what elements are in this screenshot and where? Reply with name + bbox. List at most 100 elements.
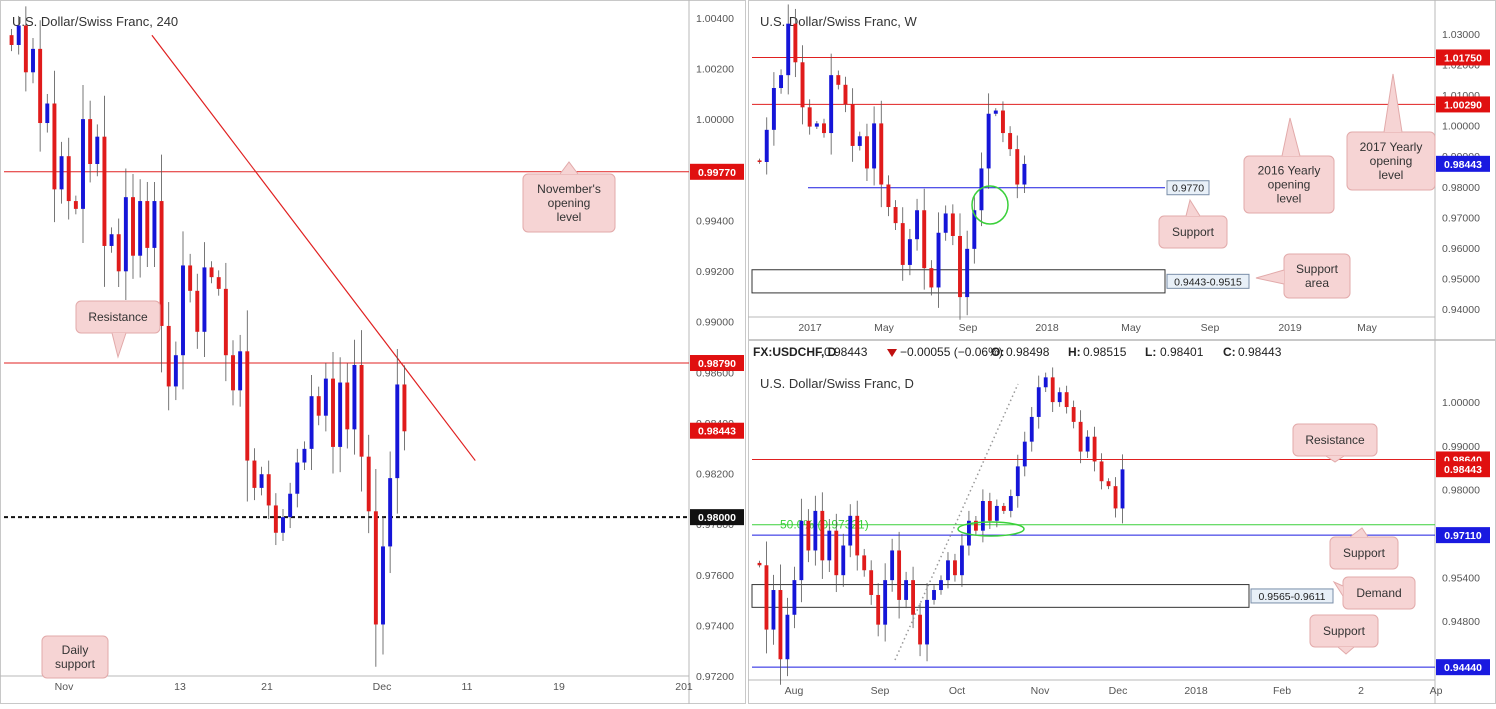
daily-candle xyxy=(869,560,874,605)
weekly-price-label-box xyxy=(1436,49,1490,66)
weekly-candle-body xyxy=(764,129,769,162)
weekly-candle-body xyxy=(900,223,905,265)
daily-candle-body xyxy=(994,505,999,521)
daily-candle-body xyxy=(973,520,978,531)
h4-candle xyxy=(352,339,357,455)
daily-candle xyxy=(1015,454,1020,508)
weekly-y-tick-label: 1.03000 xyxy=(1442,29,1480,41)
daily-candle-body xyxy=(1120,469,1125,509)
weekly-callout-support-area-pointer xyxy=(1255,269,1285,285)
h4-candle xyxy=(309,375,314,471)
weekly-candle xyxy=(864,123,869,181)
daily-x-tick-label: Feb xyxy=(1273,685,1291,697)
h4-candle-body xyxy=(245,351,250,461)
h4-candle-body xyxy=(95,136,100,164)
daily-candle-body xyxy=(946,560,950,581)
h4-candle xyxy=(109,227,114,253)
h4-x-tick-label: Nov xyxy=(55,681,74,693)
daily-high-key: H: xyxy=(1068,345,1081,359)
daily-y-tick-label: 0.94800 xyxy=(1442,616,1480,628)
weekly-callout-2017-yearly-opening-pointer xyxy=(1383,73,1403,133)
weekly-candle xyxy=(958,213,962,320)
h4-candle-body xyxy=(195,290,200,332)
weekly-candle-body xyxy=(836,75,841,85)
weekly-candle xyxy=(814,121,819,129)
weekly-candle-body xyxy=(1015,149,1020,185)
daily-close-value: 0.98443 xyxy=(1238,345,1282,359)
daily-candle-body xyxy=(1008,496,1013,511)
h4-price-label-box xyxy=(690,422,744,439)
weekly-candle xyxy=(807,99,812,135)
daily-candle-body xyxy=(848,515,853,546)
weekly-x-tick-label: May xyxy=(1357,322,1378,334)
h4-candle xyxy=(273,493,278,546)
h4-candle xyxy=(145,181,150,267)
daily-x-tick-label: Sep xyxy=(871,685,890,697)
h4-candle xyxy=(188,253,193,303)
weekly-callout-support-pointer xyxy=(1185,198,1201,217)
h4-candle xyxy=(59,141,64,204)
weekly-candle xyxy=(793,8,798,78)
h4-y-tick-label: 0.99400 xyxy=(696,215,734,227)
weekly-price-label-box xyxy=(1436,96,1490,113)
daily-symbol: FX:USDCHF, D xyxy=(753,345,837,359)
h4-candle xyxy=(181,231,185,390)
daily-candle-body xyxy=(953,560,957,576)
daily-candle xyxy=(1092,426,1097,472)
h4-candle-body xyxy=(288,493,293,518)
h4-candle-body xyxy=(173,355,178,387)
h4-chart-title: U.S. Dollar/Swiss Franc, 240 xyxy=(12,14,178,29)
h4-candle xyxy=(288,482,293,529)
h4-candle-body xyxy=(202,267,207,332)
h4-candle xyxy=(266,460,271,520)
weekly-y-tick-label: 0.94000 xyxy=(1442,304,1480,316)
h4-candle-body xyxy=(159,201,164,326)
daily-candle-body xyxy=(1092,436,1097,462)
weekly-level-label-box xyxy=(1166,180,1210,196)
daily-candle-body xyxy=(1057,392,1062,403)
weekly-candle xyxy=(1008,126,1013,157)
h4-candle-body xyxy=(16,25,21,45)
weekly-candle-body xyxy=(857,136,862,146)
weekly-candle-body xyxy=(822,123,826,134)
h4-candle-body xyxy=(316,396,321,416)
h4-candle xyxy=(38,20,43,152)
h4-candle-body xyxy=(345,382,350,430)
h4-candle-body xyxy=(223,288,228,356)
weekly-candle xyxy=(764,117,769,175)
h4-candle xyxy=(238,334,243,407)
weekly-candle xyxy=(786,4,791,95)
daily-candle xyxy=(1113,477,1118,518)
weekly-candle-body xyxy=(814,123,819,127)
weekly-candle xyxy=(993,108,998,117)
daily-candle xyxy=(1022,431,1027,477)
h4-candle-body xyxy=(266,474,271,506)
weekly-callout-2016-yearly-opening-text: level xyxy=(1277,192,1302,206)
h4-candle-body xyxy=(381,546,385,625)
weekly-candle xyxy=(915,198,920,251)
weekly-y-tick-label: 1.00000 xyxy=(1442,121,1480,133)
h4-candle-body xyxy=(181,265,185,356)
weekly-level-label: 0.9770 xyxy=(1172,183,1204,195)
h4-candle xyxy=(23,6,28,92)
daily-candle-body xyxy=(785,614,790,660)
daily-candle xyxy=(785,597,790,677)
daily-candle-body xyxy=(1078,421,1083,452)
h4-candle xyxy=(123,168,128,300)
h4-candle-body xyxy=(273,505,278,533)
h4-candle xyxy=(159,154,164,373)
weekly-candle xyxy=(850,88,855,162)
daily-candle-body xyxy=(897,550,902,600)
h4-candle xyxy=(66,137,71,220)
weekly-candle-body xyxy=(950,213,955,236)
h4-y-tick-label: 0.99000 xyxy=(696,317,734,329)
daily-candle-body xyxy=(1085,436,1090,452)
h4-callout-novembers-opening-level-pointer xyxy=(559,161,579,175)
weekly-x-tick-label: May xyxy=(1121,322,1142,334)
daily-candle xyxy=(771,574,776,645)
daily-candle xyxy=(1029,407,1034,452)
daily-candle-body xyxy=(1036,387,1041,417)
h4-candle xyxy=(402,365,407,451)
daily-candle xyxy=(1043,372,1048,392)
